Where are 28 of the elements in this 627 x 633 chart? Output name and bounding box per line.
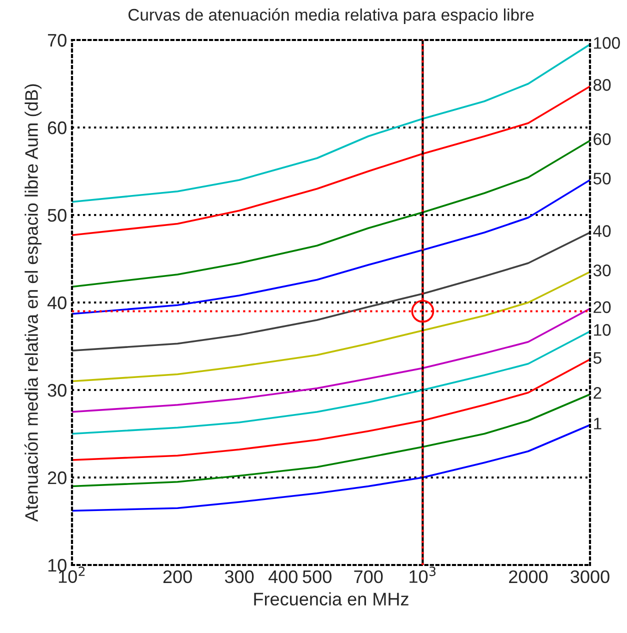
x-tick-label: 400 <box>268 570 298 584</box>
series-label: 50 <box>593 172 611 184</box>
y-tick-label: 70 <box>48 34 66 47</box>
x-tick-label: 500 <box>302 570 332 584</box>
series-label: 60 <box>594 133 611 146</box>
series-label: 40 <box>593 225 611 237</box>
x-tick-label: 200 <box>163 570 192 584</box>
x-tick-label: 700 <box>354 570 383 584</box>
x-tick-label: 300 <box>224 570 254 584</box>
y-axis-title: Atenuación media relativa en el espacio libre Aum (dB) <box>24 84 42 522</box>
series-label: 5 <box>593 352 602 364</box>
series-label: 10 <box>594 324 611 336</box>
y-tick-label: 30 <box>48 384 66 397</box>
y-tick-label: 60 <box>48 121 66 134</box>
series-label: 100 <box>594 37 620 49</box>
x-tick-label: 10$^{3}$ <box>410 566 436 583</box>
series-label: 30 <box>593 264 611 276</box>
y-tick-label: 40 <box>47 296 66 310</box>
series-label: 2 <box>594 387 602 399</box>
x-tick-label: 2000 <box>509 570 548 584</box>
y-tick-label: 20 <box>48 471 66 484</box>
x-axis-title: Frecuencia en MHz <box>254 592 408 606</box>
x-tick-label: 3000 <box>570 570 610 584</box>
series-label: 20 <box>594 301 611 314</box>
y-tick-label: 50 <box>48 208 66 222</box>
chart-title: Curvas de atenuación media relativa para espacio libre <box>128 8 534 24</box>
series-label: 1 <box>594 418 602 430</box>
series-label: 80 <box>594 79 611 91</box>
